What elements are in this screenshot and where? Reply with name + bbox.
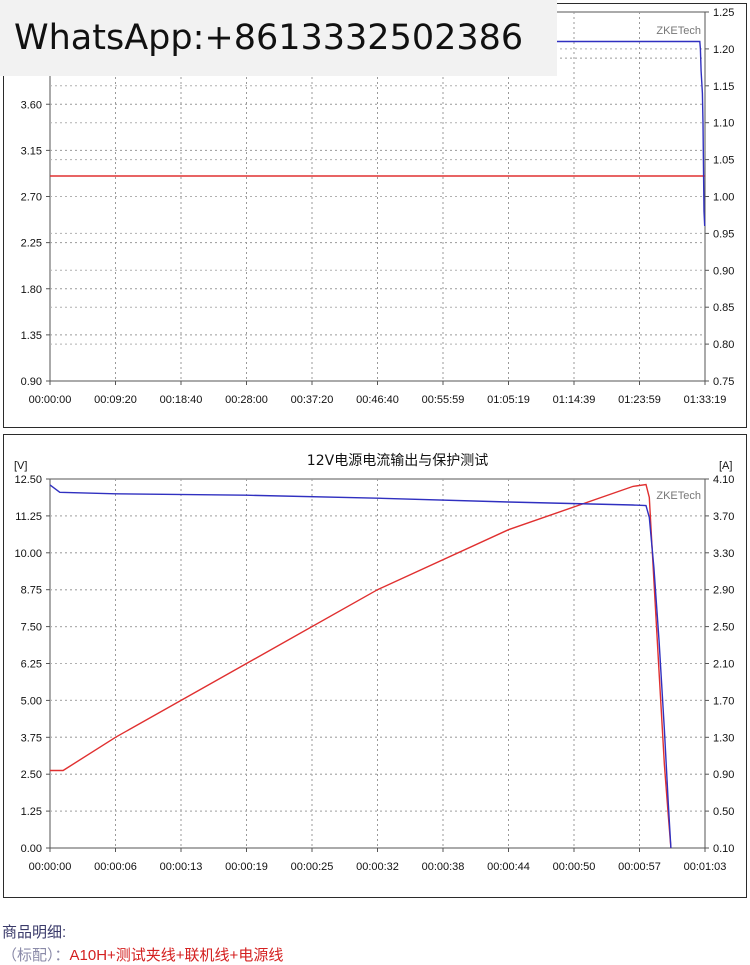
chart1-y-left-tick-label: 2.70 bbox=[21, 192, 42, 204]
chart2-y-right-tick-label: 3.30 bbox=[713, 548, 734, 560]
chart2-y-right-tick-label: 1.30 bbox=[713, 732, 734, 744]
chart1-x-tick-label: 00:18:40 bbox=[160, 394, 203, 406]
chart1-x-tick-label: 01:33:19 bbox=[684, 394, 727, 406]
product-details-line: （标配）：A10H+测试夹线+联机线+电源线 bbox=[2, 944, 283, 965]
contact-watermark: WhatsApp:+8613332502386 bbox=[0, 0, 557, 76]
chart1-x-tick-label: 00:28:00 bbox=[225, 394, 268, 406]
chart1-y-right-tick-label: 1.05 bbox=[713, 155, 734, 167]
chart2-y-left-tick-label: 6.25 bbox=[21, 659, 42, 671]
chart2-x-tick-label: 00:00:57 bbox=[618, 861, 661, 873]
bottom-chart: 00:00:00 00:00:06 00:00:13 00:00:19 00:00:25… bbox=[14, 453, 734, 873]
chart2-y-right-tick-label: 0.10 bbox=[713, 843, 734, 855]
chart1-y-right-tick-label: 0.75 bbox=[713, 376, 734, 388]
chart2-x-tick-label: 00:00:06 bbox=[94, 861, 137, 873]
product-details-prefix: （标配）： bbox=[2, 947, 70, 964]
chart1-y-right-tick-label: 0.85 bbox=[713, 302, 734, 314]
chart1-x-tick-label: 00:37:20 bbox=[291, 394, 334, 406]
chart2-y-left-tick-label: 8.75 bbox=[21, 585, 42, 597]
chart1-y-left-tick-label: 2.25 bbox=[21, 238, 42, 250]
chart2-x-tick-label: 00:00:13 bbox=[160, 861, 203, 873]
chart1-y-left-tick-label: 1.35 bbox=[21, 330, 42, 342]
chart1-y-right-tick-label: 0.95 bbox=[713, 228, 734, 240]
chart2-y-left-tick-label: 1.25 bbox=[21, 806, 42, 818]
chart2-y-right-tick-label: 1.70 bbox=[713, 695, 734, 707]
chart2-x-tick-label: 00:00:25 bbox=[291, 861, 334, 873]
chart1-x-tick-label: 00:00:00 bbox=[29, 394, 72, 406]
chart1-y-left-tick-label: 0.90 bbox=[21, 376, 42, 388]
chart2-y-left-tick-label: 11.25 bbox=[15, 511, 42, 523]
chart1-y-left-tick-label: 1.80 bbox=[21, 284, 42, 296]
chart2-y-left-tick-label: 12.50 bbox=[14, 474, 42, 486]
chart2-series-1-line bbox=[50, 483, 672, 849]
chart2-x-tick-label: 00:00:19 bbox=[225, 861, 268, 873]
chart1-x-tick-label: 00:09:20 bbox=[94, 394, 137, 406]
chart1-corner-text: ZKETech bbox=[656, 25, 701, 37]
chart2-y-right-tick-label: 0.50 bbox=[713, 806, 734, 818]
chart2-y-right-tick-label: 2.10 bbox=[713, 659, 734, 671]
chart1-y-right-tick-label: 1.25 bbox=[713, 7, 734, 19]
chart2-x-tick-label: 00:00:00 bbox=[29, 861, 72, 873]
chart2-y-left-unit: [V] bbox=[14, 460, 27, 472]
chart1-x-tick-label: 01:14:39 bbox=[553, 394, 596, 406]
chart2-corner-text: ZKETech bbox=[656, 490, 701, 502]
chart1-y-right-tick-label: 1.00 bbox=[713, 192, 734, 204]
chart2-title: 12V电源电流输出与保护测试 bbox=[307, 453, 488, 469]
chart2-y-right-tick-label: 4.10 bbox=[713, 474, 734, 486]
chart2-x-tick-label: 00:00:44 bbox=[487, 861, 530, 873]
chart1-y-right-tick-label: 1.20 bbox=[713, 44, 734, 56]
chart1-y-right-tick-label: 0.80 bbox=[713, 339, 734, 351]
chart2-x-tick-label: 00:01:03 bbox=[684, 861, 727, 873]
chart2-y-left-tick-label: 2.50 bbox=[21, 769, 42, 781]
chart1-series-2-line bbox=[50, 40, 706, 227]
chart1-x-tick-label: 00:46:40 bbox=[356, 394, 399, 406]
chart2-x-tick-label: 00:00:38 bbox=[422, 861, 465, 873]
chart2-y-left-tick-label: 0.00 bbox=[21, 843, 42, 855]
chart1-x-tick-label: 01:05:19 bbox=[487, 394, 530, 406]
chart2-y-left-tick-label: 7.50 bbox=[21, 622, 42, 634]
chart1-y-right-tick-label: 1.10 bbox=[713, 118, 734, 130]
chart2-series-2-line bbox=[49, 484, 672, 849]
chart1-x-tick-label: 00:55:59 bbox=[422, 394, 465, 406]
chart2-y-left-tick-label: 10.00 bbox=[14, 548, 42, 560]
chart2-y-left-tick-label: 5.00 bbox=[21, 695, 42, 707]
chart2-y-right-tick-label: 2.50 bbox=[713, 622, 734, 634]
chart2-y-right-tick-label: 2.90 bbox=[713, 585, 734, 597]
chart1-y-left-tick-label: 3.60 bbox=[21, 99, 42, 111]
product-details-items: A10H+测试夹线+联机线+电源线 bbox=[69, 947, 284, 964]
chart1-x-tick-label: 01:23:59 bbox=[618, 394, 661, 406]
chart1-y-right-tick-label: 1.15 bbox=[713, 81, 734, 93]
chart2-y-left-tick-label: 3.75 bbox=[21, 732, 42, 744]
chart1-y-right-tick-label: 0.90 bbox=[713, 265, 734, 277]
product-details-heading: 商品明细: bbox=[2, 924, 67, 941]
chart2-y-right-unit: [A] bbox=[719, 460, 732, 472]
chart2-y-right-tick-label: 0.90 bbox=[713, 769, 734, 781]
bottom-chart-panel: 00:00:00 00:00:06 00:00:13 00:00:19 00:00:25… bbox=[3, 434, 747, 898]
chart2-y-right-tick-label: 3.70 bbox=[713, 511, 734, 523]
chart1-y-left-tick-label: 3.15 bbox=[21, 145, 42, 157]
chart2-x-tick-label: 00:00:50 bbox=[553, 861, 596, 873]
chart2-x-tick-label: 00:00:32 bbox=[356, 861, 399, 873]
